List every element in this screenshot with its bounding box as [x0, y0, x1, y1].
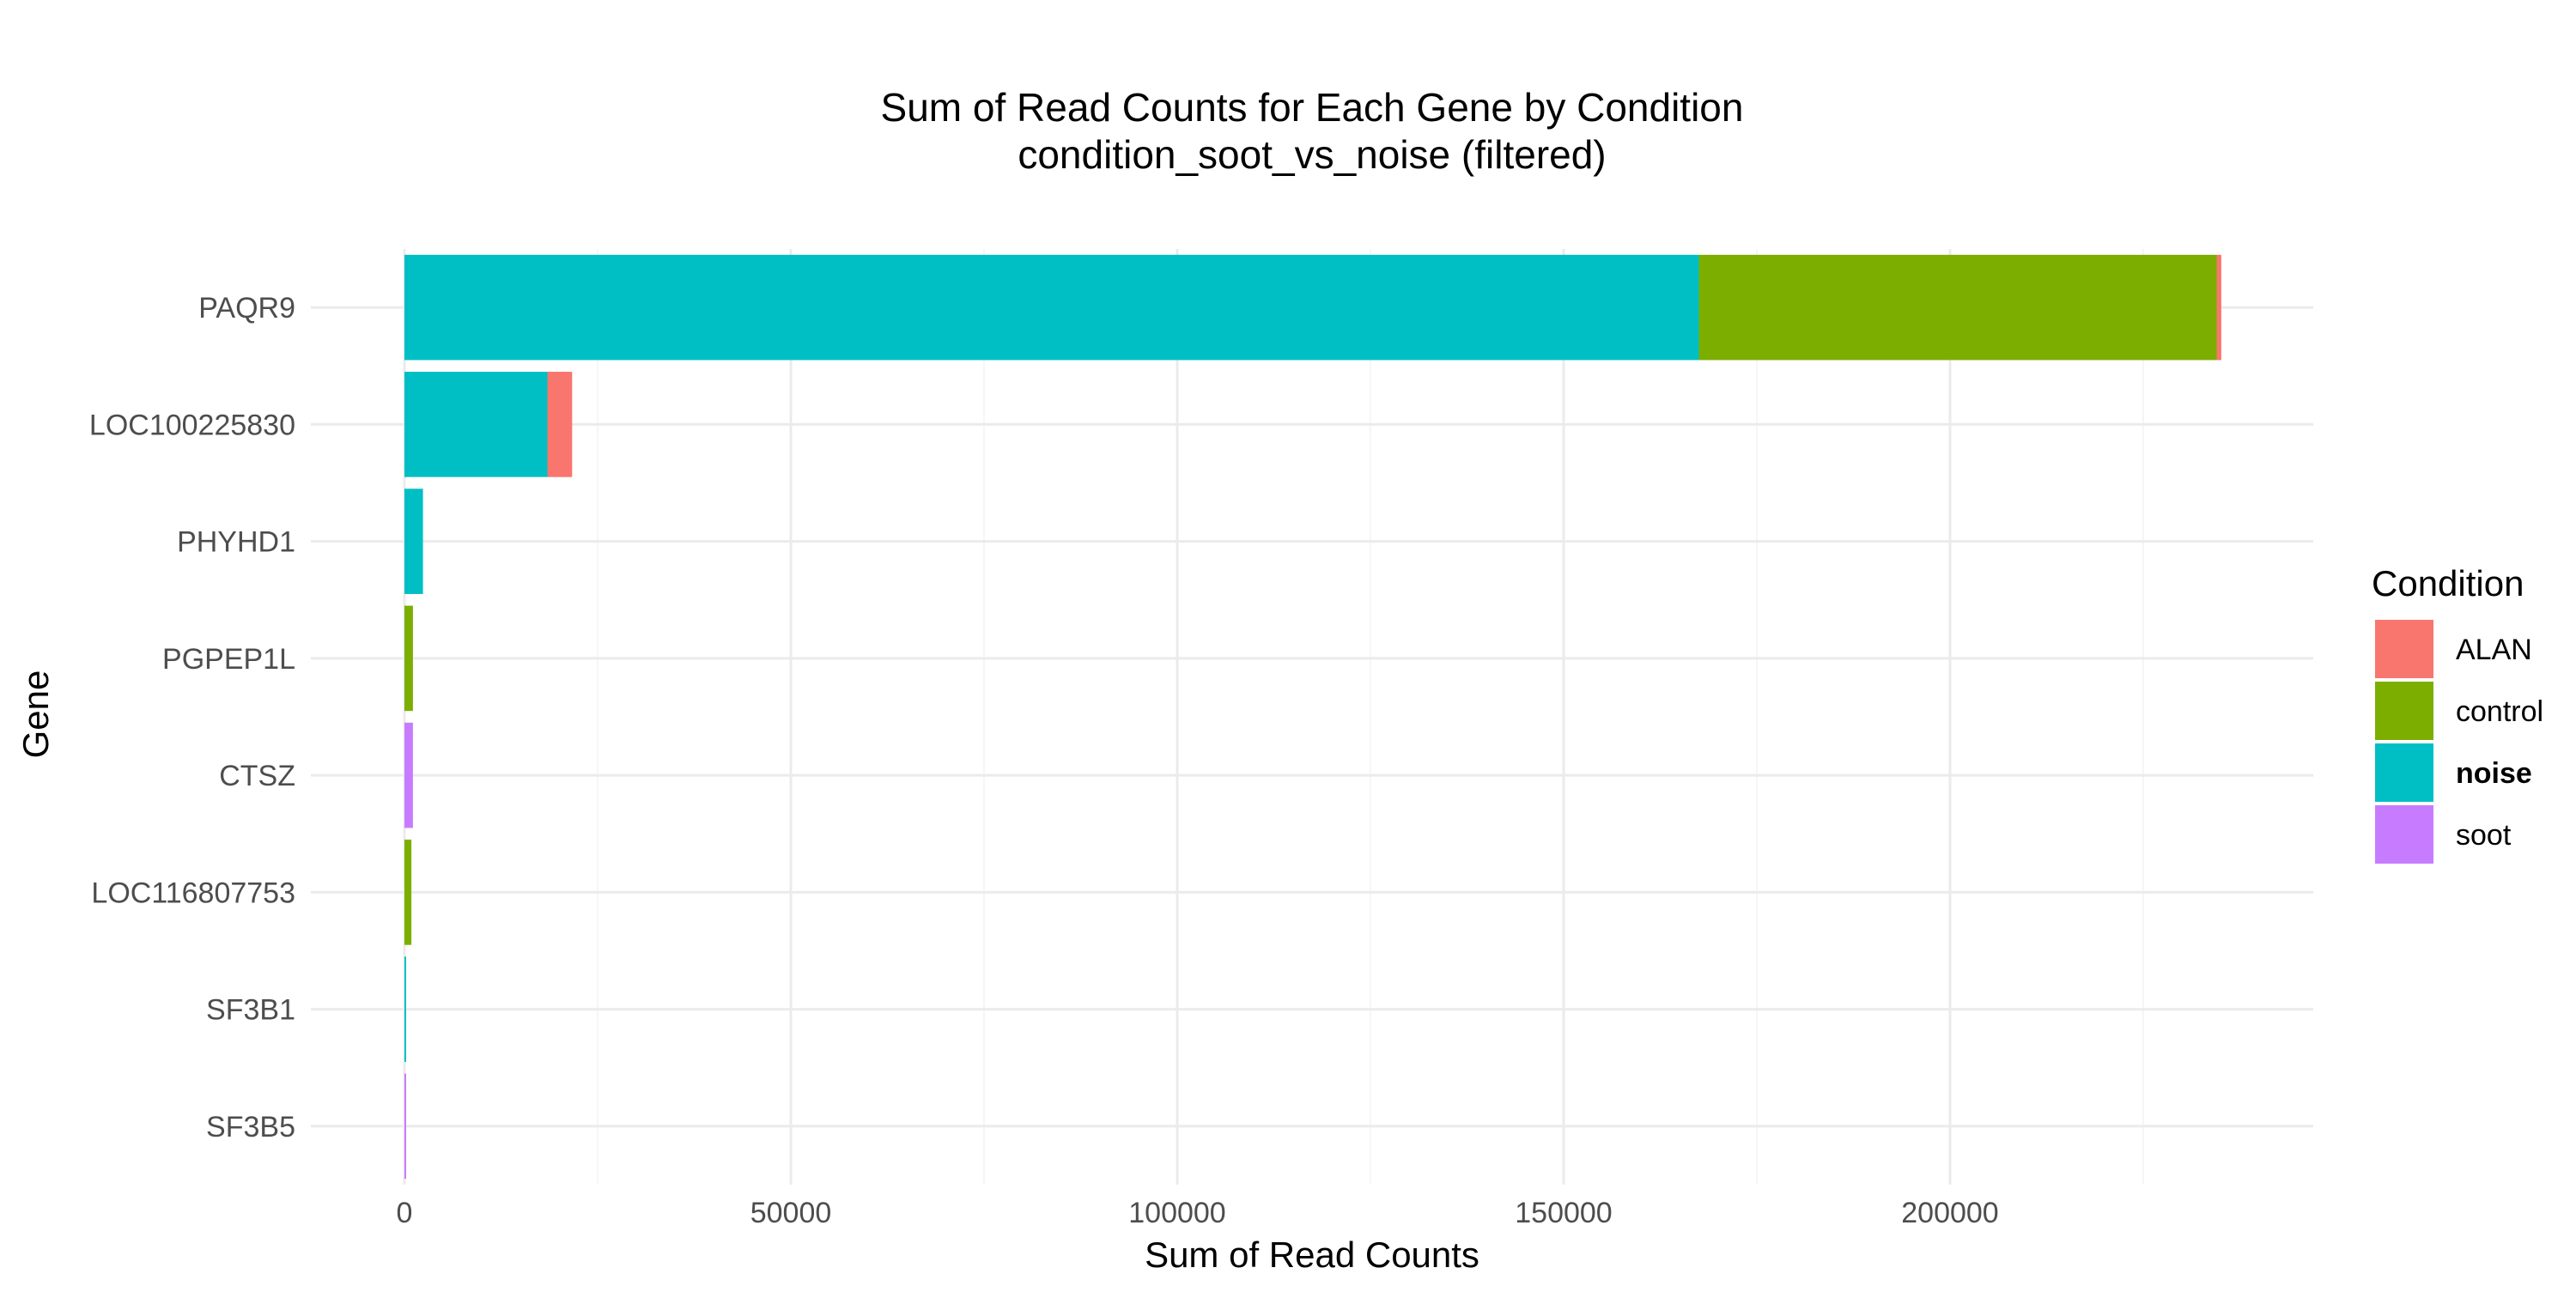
bars	[404, 254, 2221, 1180]
bar-PAQR9-noise	[404, 254, 1699, 361]
x-axis-title: Sum of Read Counts	[1145, 1234, 1479, 1275]
bar-LOC100225830-ALAN	[547, 372, 573, 477]
bar-LOC116807753-control	[404, 840, 412, 945]
y-tick-label: PHYHD1	[177, 526, 295, 559]
chart-title: Sum of Read Counts for Each Gene by Cond…	[881, 85, 1744, 130]
chart-subtitle: condition_soot_vs_noise (filtered)	[1018, 132, 1606, 177]
bar-SF3B5-soot	[404, 1073, 406, 1180]
x-tick-label: 150000	[1515, 1197, 1612, 1229]
legend-label-ALAN: ALAN	[2456, 634, 2532, 666]
x-axis-tick-labels: 0 50000 100000 150000 200000	[397, 1197, 1999, 1229]
bar-LOC100225830-noise	[404, 372, 548, 477]
y-tick-label: SF3B1	[206, 994, 295, 1027]
legend-key-soot	[2375, 805, 2433, 864]
x-tick-label: 100000	[1128, 1197, 1225, 1229]
grid	[311, 249, 2313, 1185]
bar-PHYHD1-noise	[404, 488, 423, 594]
y-axis-title: Gene	[15, 670, 56, 759]
legend-label-soot: soot	[2456, 819, 2512, 852]
x-tick-label: 0	[397, 1197, 413, 1229]
bar-PAQR9-ALAN	[2216, 254, 2221, 361]
legend-label-control: control	[2456, 695, 2543, 728]
x-tick-label: 50000	[750, 1197, 832, 1229]
legend-title: Condition	[2372, 563, 2524, 604]
y-tick-label: LOC116807753	[91, 876, 295, 909]
bar-SF3B1-noise	[404, 956, 406, 1062]
legend-key-control	[2375, 682, 2433, 740]
y-tick-label: LOC100225830	[89, 409, 295, 441]
y-tick-label: SF3B5	[206, 1111, 295, 1143]
legend-key-noise	[2375, 743, 2433, 802]
y-axis-tick-labels: PAQR9 LOC100225830 PHYHD1 PGPEP1L CTSZ LOC116…	[89, 292, 295, 1143]
legend-key-ALAN	[2375, 620, 2433, 678]
bar-CTSZ-soot	[404, 722, 413, 828]
y-tick-label: PGPEP1L	[162, 643, 295, 676]
x-tick-label: 200000	[1901, 1197, 1998, 1229]
y-tick-label: CTSZ	[219, 760, 295, 792]
y-tick-label: PAQR9	[198, 292, 295, 325]
legend-label-noise: noise	[2456, 757, 2532, 790]
bar-PGPEP1L-control	[404, 605, 413, 712]
bar-PAQR9-control	[1698, 254, 2217, 361]
legend: Condition ALAN control noise soot	[2372, 563, 2543, 864]
